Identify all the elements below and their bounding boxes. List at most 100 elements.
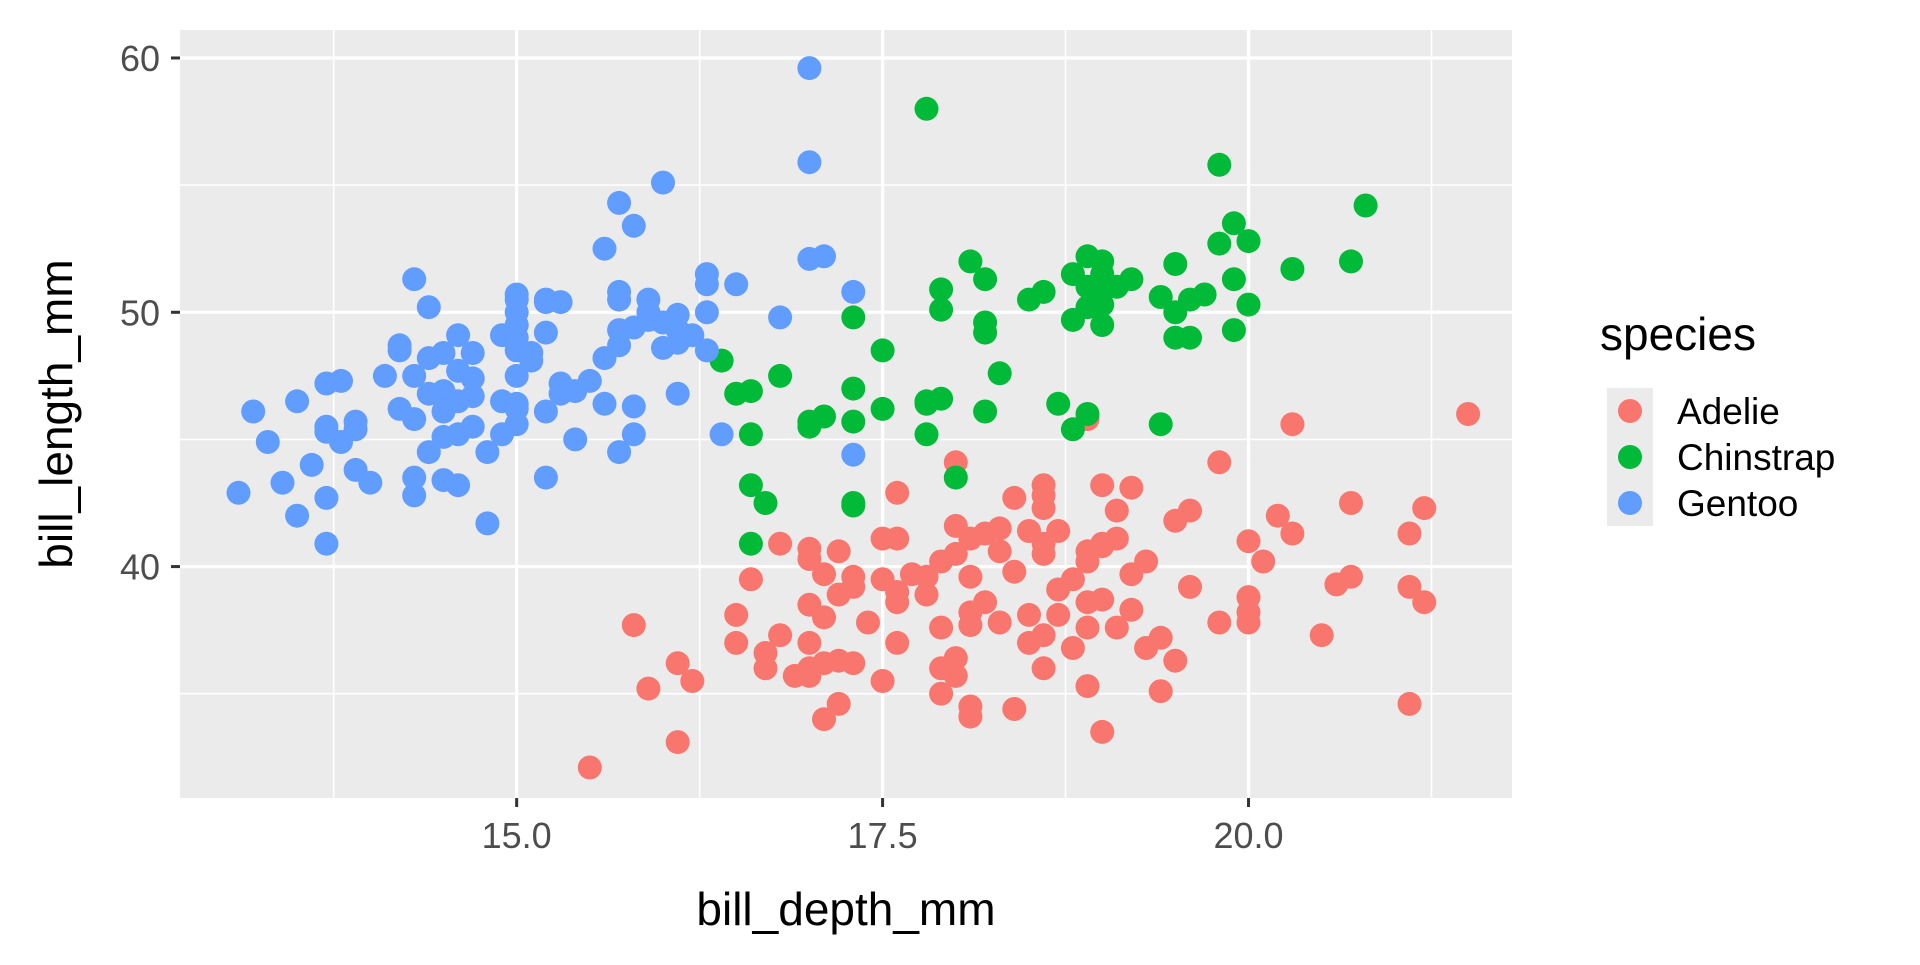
data-point — [914, 422, 939, 447]
data-point — [841, 651, 866, 676]
x-tick-label: 15.0 — [482, 815, 552, 856]
legend-label: Gentoo — [1677, 483, 1798, 524]
data-point — [1031, 279, 1056, 304]
data-point — [753, 641, 778, 665]
data-point — [636, 287, 661, 312]
data-point — [621, 394, 646, 419]
data-point — [1192, 282, 1217, 307]
data-point — [1236, 529, 1261, 554]
data-point — [1119, 267, 1144, 292]
data-point — [329, 368, 353, 393]
data-point — [577, 755, 602, 780]
data-point — [416, 295, 441, 320]
data-point — [943, 541, 968, 566]
data-point — [724, 630, 749, 655]
data-point — [738, 422, 763, 447]
data-point — [1178, 325, 1202, 350]
data-point — [987, 610, 1012, 635]
data-point — [973, 399, 998, 424]
x-tick-label: 17.5 — [848, 815, 918, 856]
data-points — [226, 56, 1481, 780]
data-point — [460, 414, 485, 439]
data-point — [1060, 417, 1085, 442]
data-point — [1046, 519, 1071, 543]
data-point — [812, 605, 836, 630]
series-adelie — [577, 402, 1481, 780]
data-point — [665, 381, 690, 406]
data-point — [665, 730, 690, 755]
data-point — [1353, 193, 1378, 218]
data-point — [1397, 574, 1422, 599]
data-point — [1339, 491, 1363, 515]
data-point — [533, 399, 558, 424]
data-point — [1163, 648, 1188, 673]
data-point — [1090, 473, 1115, 498]
data-point — [914, 391, 939, 416]
data-point — [607, 333, 632, 358]
data-point — [1207, 231, 1232, 256]
series-gentoo — [226, 56, 866, 556]
data-point — [709, 422, 734, 447]
data-point — [914, 564, 939, 589]
data-point — [1090, 587, 1115, 612]
data-point — [358, 470, 383, 495]
data-point — [504, 412, 529, 437]
data-point — [285, 503, 310, 528]
data-point — [1031, 623, 1056, 648]
data-point — [519, 341, 544, 365]
data-point — [314, 531, 339, 556]
legend-item-gentoo: Gentoo — [1607, 480, 1798, 526]
data-point — [1060, 636, 1085, 660]
data-point — [343, 417, 368, 442]
data-point — [475, 440, 500, 465]
y-axis: 40 50 60 — [120, 38, 180, 588]
grid-major — [180, 30, 1512, 798]
data-point — [621, 613, 646, 638]
data-point — [446, 473, 471, 498]
data-point — [1456, 402, 1481, 426]
data-point — [1017, 602, 1041, 627]
data-point — [270, 470, 295, 495]
data-point — [694, 272, 719, 297]
data-point — [226, 480, 251, 505]
data-point — [460, 384, 485, 409]
data-point — [1280, 521, 1305, 546]
data-point — [797, 630, 822, 655]
data-point — [738, 567, 763, 592]
data-point — [841, 376, 866, 401]
data-point — [870, 338, 895, 363]
data-point — [826, 539, 851, 564]
series-chinstrap — [709, 96, 1378, 556]
data-point — [1119, 475, 1144, 500]
data-point — [1178, 498, 1202, 523]
data-point — [885, 630, 910, 655]
y-tick-label: 40 — [120, 547, 160, 588]
data-point — [870, 396, 895, 421]
data-point — [1236, 229, 1261, 254]
data-point — [402, 483, 427, 508]
data-point — [768, 531, 793, 556]
data-point — [797, 536, 822, 561]
data-point — [431, 341, 456, 365]
data-point — [592, 236, 617, 261]
data-point — [841, 279, 866, 304]
data-point — [1002, 485, 1027, 510]
data-point — [841, 491, 866, 515]
data-point — [1002, 697, 1027, 721]
data-point — [1031, 473, 1056, 498]
data-point — [973, 590, 998, 615]
legend-label: Chinstrap — [1677, 437, 1835, 478]
data-point — [1280, 257, 1305, 281]
data-point — [841, 564, 866, 589]
data-point — [943, 646, 968, 671]
data-point — [607, 190, 632, 215]
data-point — [651, 170, 675, 195]
data-point — [812, 244, 836, 269]
data-point — [1236, 292, 1261, 317]
data-point — [987, 361, 1012, 386]
data-point — [1148, 625, 1173, 650]
data-point — [929, 615, 954, 640]
data-point — [841, 442, 866, 467]
data-point — [914, 582, 939, 607]
